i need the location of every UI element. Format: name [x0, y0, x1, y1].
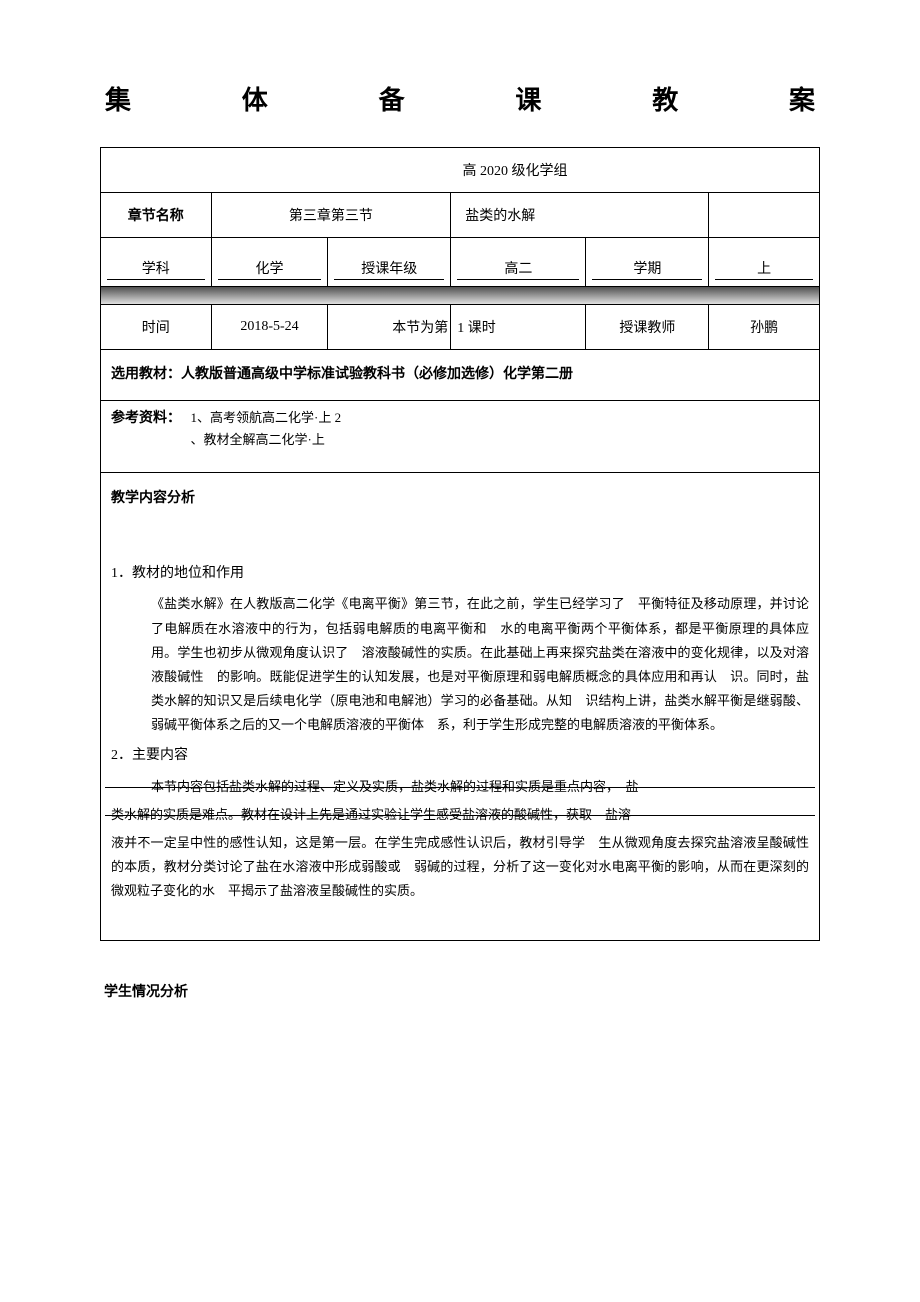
period-label: 本节为第	[328, 305, 451, 350]
period-value: 1 课时	[451, 305, 586, 350]
references-label: 参考资料：	[111, 411, 181, 426]
chapter-value: 第三章第三节	[211, 193, 451, 238]
textbook-value: 人教版普通高级中学标准试验教科书（必修加选修）化学第二册	[181, 367, 573, 382]
section-title-student: 学生情况分析	[100, 981, 820, 1001]
textbook-row: 选用教材：人教版普通高级中学标准试验教科书（必修加选修）化学第二册	[101, 350, 820, 401]
item-body-1: 《盐类水解》在人教版高二化学《电离平衡》第三节，在此之前，学生已经学习了 平衡特…	[101, 590, 819, 738]
empty-cell	[101, 148, 212, 193]
references-row: 参考资料： 1、高考领航高二化学·上 2 、教材全解高二化学·上	[101, 401, 820, 472]
group-name: 高 2020 级化学组	[211, 148, 819, 193]
page-title: 集 体 备 课 教 案	[100, 80, 820, 117]
empty-cell	[709, 193, 820, 238]
title-char: 体	[242, 80, 268, 117]
teacher-label: 授课教师	[586, 305, 709, 350]
time-label: 时间	[101, 305, 212, 350]
teacher-value: 孙鹏	[709, 305, 820, 350]
section-title-analysis: 教学内容分析	[101, 472, 820, 547]
title-char: 课	[515, 80, 541, 117]
item-title-2: 2．主要内容	[101, 739, 819, 773]
title-char: 备	[379, 80, 405, 117]
title-char: 案	[789, 80, 815, 117]
grade-label: 授课年级	[328, 238, 451, 287]
term-value: 上	[709, 238, 820, 287]
topic-value: 盐类的水解	[451, 193, 709, 238]
grade-value: 高二	[451, 238, 586, 287]
reference-line-1: 1、高考领航高二化学·上 2	[191, 410, 342, 425]
item-body-2-line1: 本节内容包括盐类水解的过程、定义及实质，盐类水解的过程和实质是重点内容， 盐	[101, 773, 819, 801]
title-char: 集	[105, 80, 131, 117]
lesson-plan-table: 高 2020 级化学组 章节名称 第三章第三节 盐类的水解 学科 化学 授课年级…	[100, 147, 820, 547]
reference-line-2: 、教材全解高二化学·上	[191, 432, 325, 447]
textbook-label: 选用教材：	[111, 367, 181, 382]
subject-value: 化学	[211, 238, 328, 287]
title-char: 教	[652, 80, 678, 117]
time-value: 2018-5-24	[211, 305, 328, 350]
chapter-label: 章节名称	[101, 193, 212, 238]
gradient-divider	[101, 287, 820, 305]
item-body-2-line2: 类水解的实质是难点。教材在设计上先是通过实验让学生感受盐溶液的酸碱性，获取 盐溶	[101, 801, 819, 829]
item-title-1: 1．教材的地位和作用	[101, 557, 819, 591]
item-body-2-rest: 液并不一定呈中性的感性认知，这是第一层。在学生完成感性认识后，教材引导学 生从微…	[101, 829, 819, 905]
term-label: 学期	[586, 238, 709, 287]
subject-label: 学科	[101, 238, 212, 287]
content-analysis-block: 1．教材的地位和作用 《盐类水解》在人教版高二化学《电离平衡》第三节，在此之前，…	[100, 547, 820, 941]
